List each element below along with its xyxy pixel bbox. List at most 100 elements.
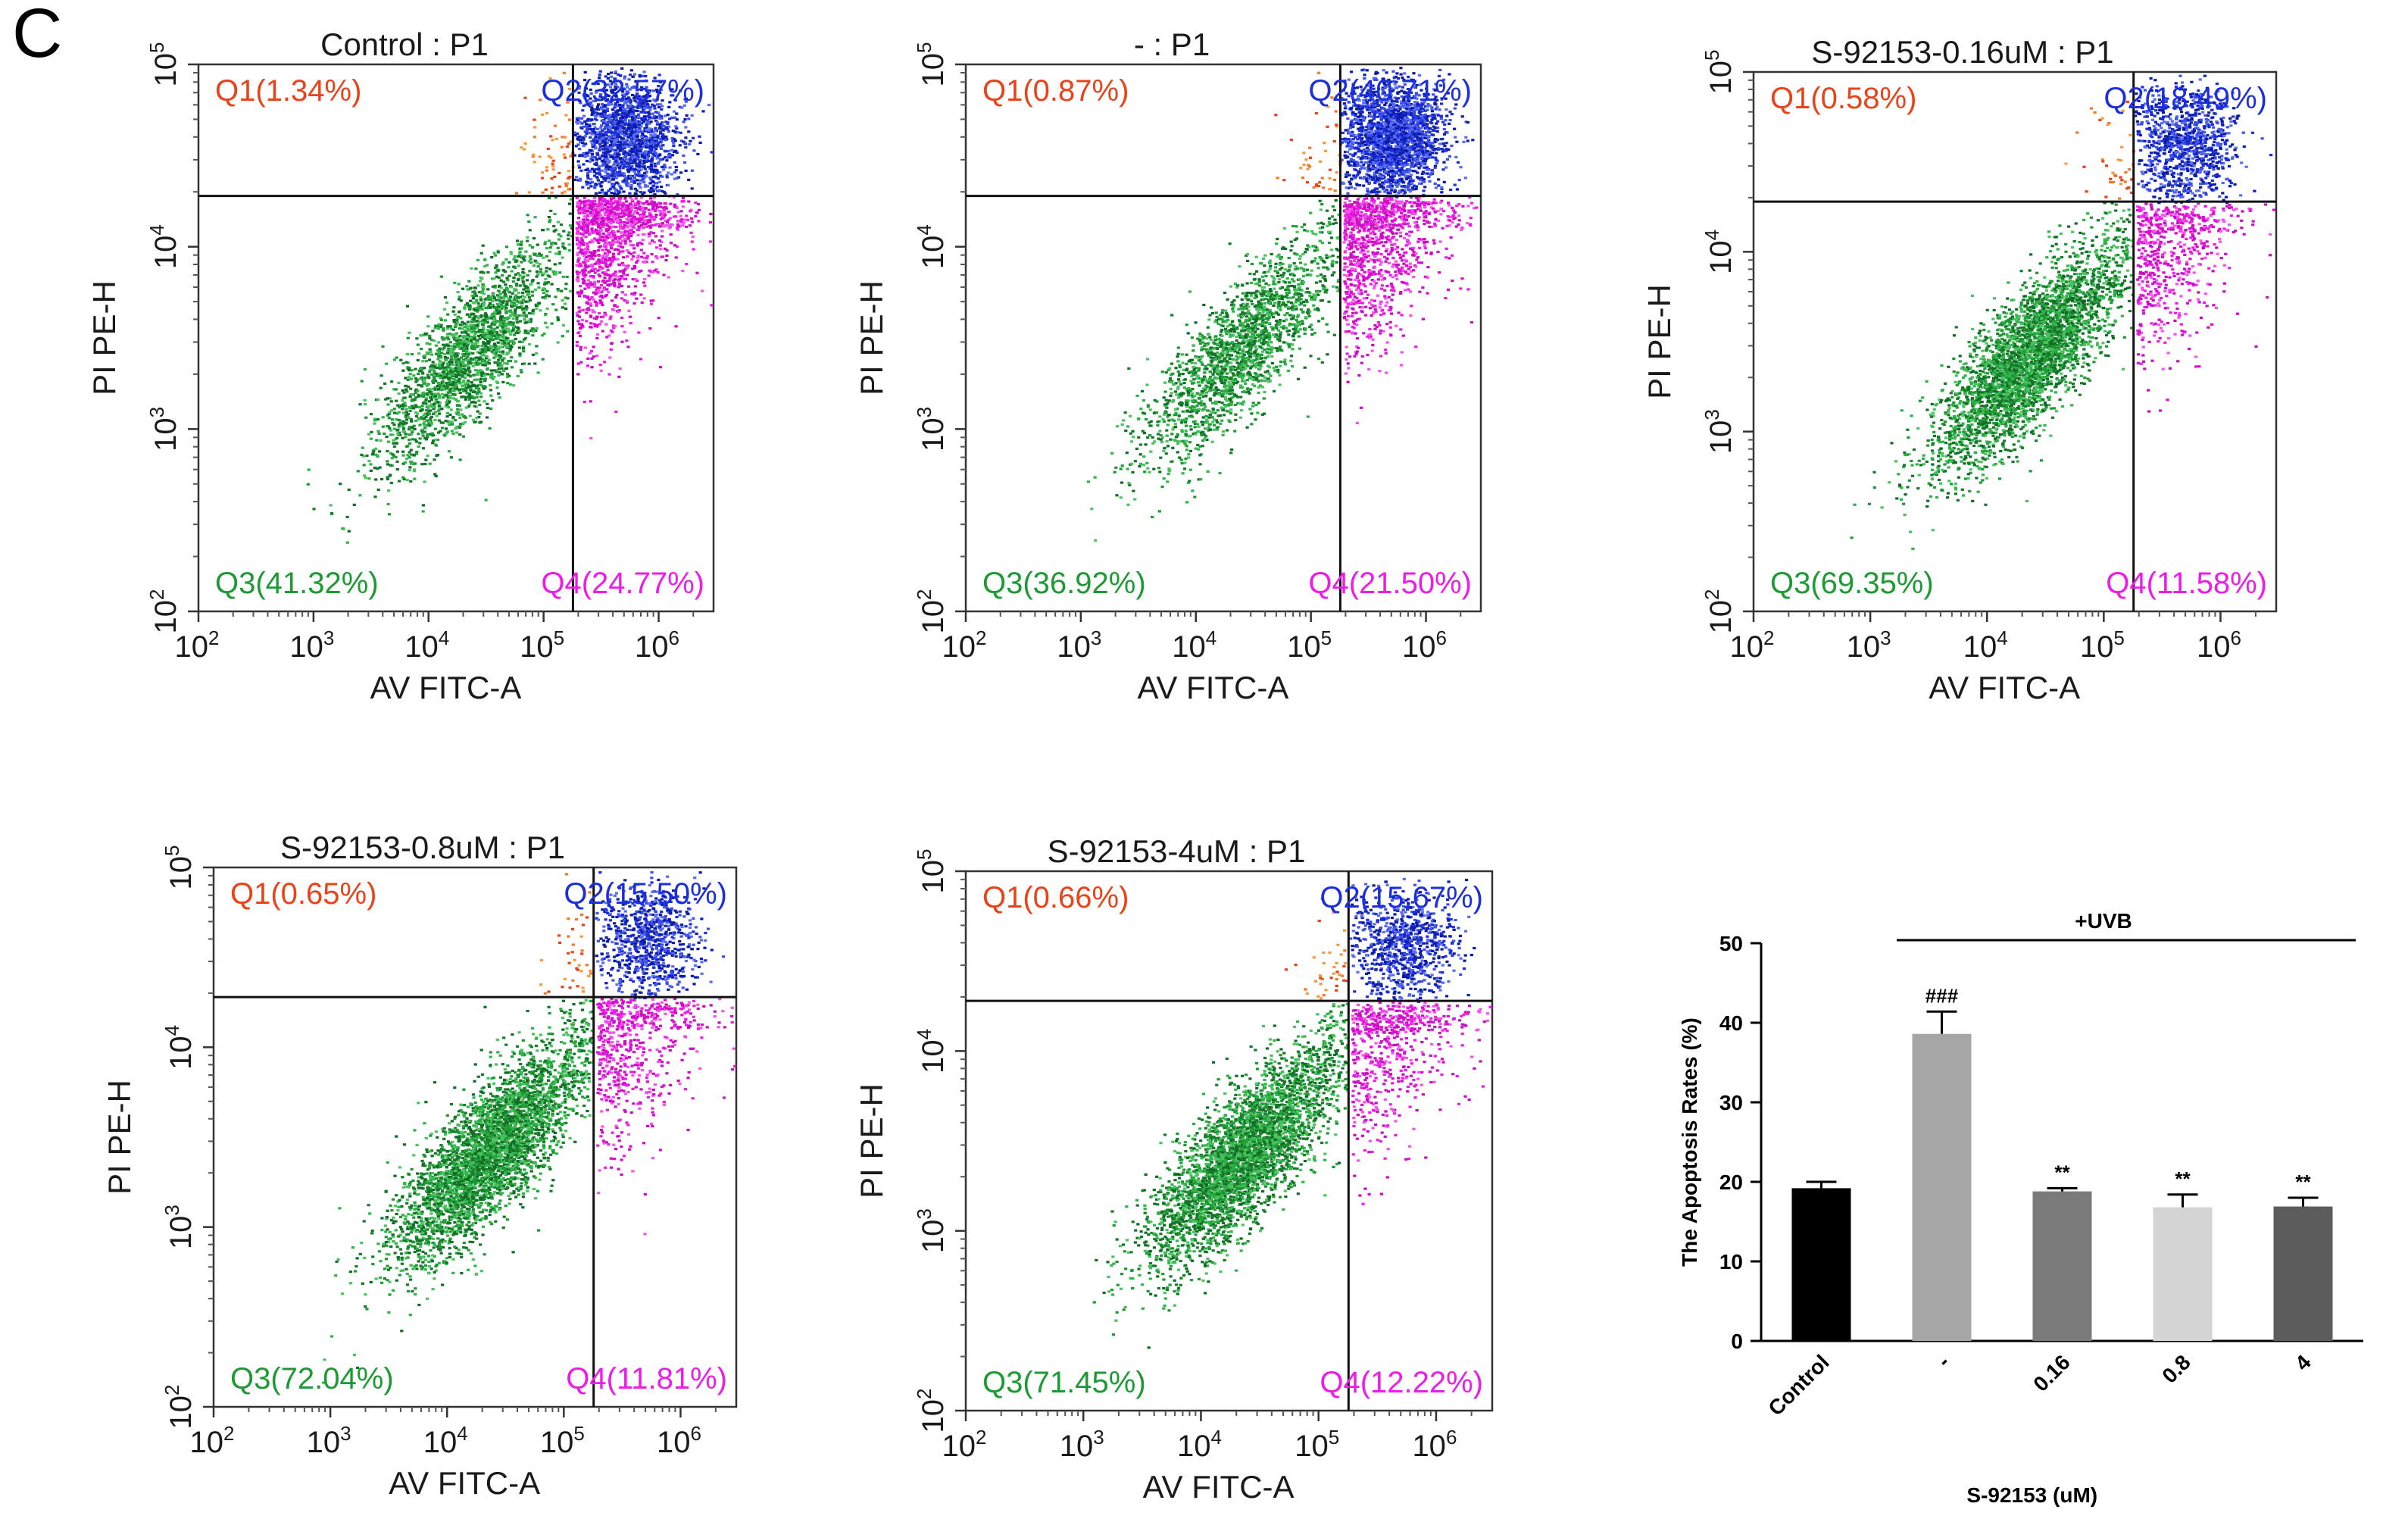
y-tick-label: 103 xyxy=(1701,409,1738,454)
significance-mark: ** xyxy=(2295,1170,2311,1193)
y-tick-label-group: 105 xyxy=(913,849,950,894)
bar xyxy=(2274,1207,2333,1341)
y-axis-label: PI PE-H xyxy=(854,280,889,395)
x-tick-label: 106 xyxy=(2197,627,2241,664)
quadrant-label-q3: Q3(71.45%) xyxy=(982,1366,1146,1399)
x-tick-label: 103 xyxy=(1847,627,1891,664)
y-tick-label: 104 xyxy=(913,224,950,269)
y-tick-label-group: 104 xyxy=(913,224,950,269)
y-tick-label: 102 xyxy=(145,589,183,634)
quadrant-label-q2: Q2(15.50%) xyxy=(564,877,727,911)
y-tick-label-group: 103 xyxy=(913,407,950,452)
x-tick-label: 105 xyxy=(1287,627,1332,664)
y-tick-label-group: 103 xyxy=(161,1205,198,1249)
event-dots xyxy=(1087,67,1479,542)
y-tick-label-group: 104 xyxy=(145,224,183,269)
y-tick-label: 102 xyxy=(913,1389,950,1433)
x-tick-label: 106 xyxy=(635,627,679,664)
plot-title: S-92153-4uM : P1 xyxy=(1048,833,1306,869)
y-axis-label-group: PI PE-H xyxy=(102,1080,137,1195)
quadrant-label-q4: Q4(11.81%) xyxy=(566,1362,727,1395)
bar-chart: 01020304050Control###-**0.16**0.8**4+UVB… xyxy=(1678,909,2363,1507)
quadrant-label-q4: Q4(12.22%) xyxy=(1320,1366,1483,1399)
quadrant-label-q1: Q1(0.87%) xyxy=(982,74,1129,108)
x-tick-label: 104 xyxy=(1963,627,2008,664)
quadrant-label-q4: Q4(21.50%) xyxy=(1308,567,1472,600)
y-axis-label: PI PE-H xyxy=(1641,284,1677,399)
bar xyxy=(1913,1034,1972,1341)
y-tick-label: 102 xyxy=(161,1385,198,1430)
y-tick-label: 103 xyxy=(913,407,950,452)
flow-plot-2: Q1(0.87%) Q2(40.71%) Q3(36.92%) Q4(21.50%) -… xyxy=(854,27,1481,705)
y-tick-label-group: 105 xyxy=(1701,50,1738,95)
y-tick-label: 102 xyxy=(913,589,950,634)
plot-title: - : P1 xyxy=(1134,27,1210,62)
x-tick-label: 4 xyxy=(2291,1350,2316,1375)
x-tick-label: 104 xyxy=(1177,1426,1222,1463)
y-axis-label-group: The Apoptosis Rates (%) xyxy=(1678,1017,1701,1267)
x-axis-label: AV FITC-A xyxy=(1929,670,2080,705)
x-tick-label: 0.16 xyxy=(2029,1350,2074,1395)
y-tick-label: 105 xyxy=(161,845,198,890)
x-axis-label: AV FITC-A xyxy=(389,1465,540,1501)
y-tick-label-group: 102 xyxy=(913,1389,950,1433)
y-tick-label: 104 xyxy=(161,1025,198,1070)
group-label: +UVB xyxy=(2075,909,2132,933)
y-tick-label-group: 105 xyxy=(161,845,198,890)
quadrant-label-q2: Q2(40.71%) xyxy=(1308,74,1472,108)
y-tick-label: 104 xyxy=(1701,230,1738,274)
x-tick-label: Control xyxy=(1763,1350,1833,1420)
x-tick-label: 106 xyxy=(657,1422,701,1459)
flow-plot-1: Q1(1.34%) Q2(32.57%)Q3(41.32%) Q4(24.77%)C… xyxy=(86,27,714,705)
y-axis-label: PI PE-H xyxy=(854,1083,889,1199)
y-tick-label-group: 102 xyxy=(913,589,950,634)
x-tick-label: 106 xyxy=(1402,627,1447,664)
y-tick-label: 20 xyxy=(1719,1170,1743,1194)
bar xyxy=(1792,1188,1851,1341)
quadrant-label-q4: Q4(24.77%) xyxy=(541,567,704,600)
quadrant-label-q3: Q3(72.04%) xyxy=(230,1362,394,1395)
y-tick-label: 103 xyxy=(145,407,183,452)
flow-plot-3: Q1(0.58%) Q2(18.49%)Q3(69.35%) Q4(11.58%)S… xyxy=(1641,34,2276,705)
y-tick-label-group: 102 xyxy=(161,1385,198,1430)
event-dots xyxy=(322,871,736,1384)
x-tick-label: 105 xyxy=(520,627,564,664)
y-tick-label: 105 xyxy=(913,42,950,87)
y-tick-label: 40 xyxy=(1719,1011,1743,1035)
x-tick-label: 0.8 xyxy=(2157,1350,2194,1387)
y-tick-label: 103 xyxy=(913,1208,950,1253)
quadrant-label-q2: Q2(15.67%) xyxy=(1320,881,1483,914)
y-tick-label-group: 102 xyxy=(1701,589,1738,634)
y-axis-label-group: PI PE-H xyxy=(854,280,889,395)
bar xyxy=(2153,1208,2213,1341)
quadrant-label-q1: Q1(1.34%) xyxy=(215,74,361,108)
x-tick-label: 106 xyxy=(1412,1426,1457,1463)
y-tick-label: 105 xyxy=(145,42,183,87)
y-tick-label-group: 105 xyxy=(913,42,950,87)
y-tick-label: 50 xyxy=(1719,932,1743,955)
x-tick-label: 104 xyxy=(423,1422,468,1459)
x-axis-label: AV FITC-A xyxy=(1137,670,1288,705)
x-tick-label: 103 xyxy=(307,1422,351,1459)
y-tick-label: 30 xyxy=(1719,1091,1743,1114)
y-tick-label: 10 xyxy=(1719,1250,1743,1274)
y-tick-label-group: 102 xyxy=(145,589,183,634)
y-axis-label: PI PE-H xyxy=(102,1080,137,1195)
y-axis-label-group: PI PE-H xyxy=(1641,284,1677,399)
x-tick-label: 104 xyxy=(404,627,449,664)
y-axis-label-group: PI PE-H xyxy=(86,280,122,395)
y-tick-label: 103 xyxy=(161,1205,198,1249)
quadrant-label-q3: Q3(36.92%) xyxy=(982,567,1146,600)
x-tick-label: 105 xyxy=(2080,627,2125,664)
y-tick-label-group: 103 xyxy=(913,1208,950,1253)
flow-plot-4: Q1(0.65%) Q2(15.50%)Q3(72.04%) Q4(11.81%)S… xyxy=(102,830,736,1501)
y-tick-label-group: 103 xyxy=(145,407,183,452)
quadrant-label-q2: Q2(18.49%) xyxy=(2103,82,2267,115)
x-tick-label-group: 0.16 xyxy=(2029,1350,2074,1395)
bar xyxy=(2033,1192,2092,1341)
y-axis-label: PI PE-H xyxy=(86,280,122,395)
y-tick-label: 105 xyxy=(913,849,950,894)
y-tick-label: 104 xyxy=(145,224,183,269)
y-tick-label-group: 104 xyxy=(161,1025,198,1070)
x-tick-label: 103 xyxy=(1060,1426,1104,1463)
